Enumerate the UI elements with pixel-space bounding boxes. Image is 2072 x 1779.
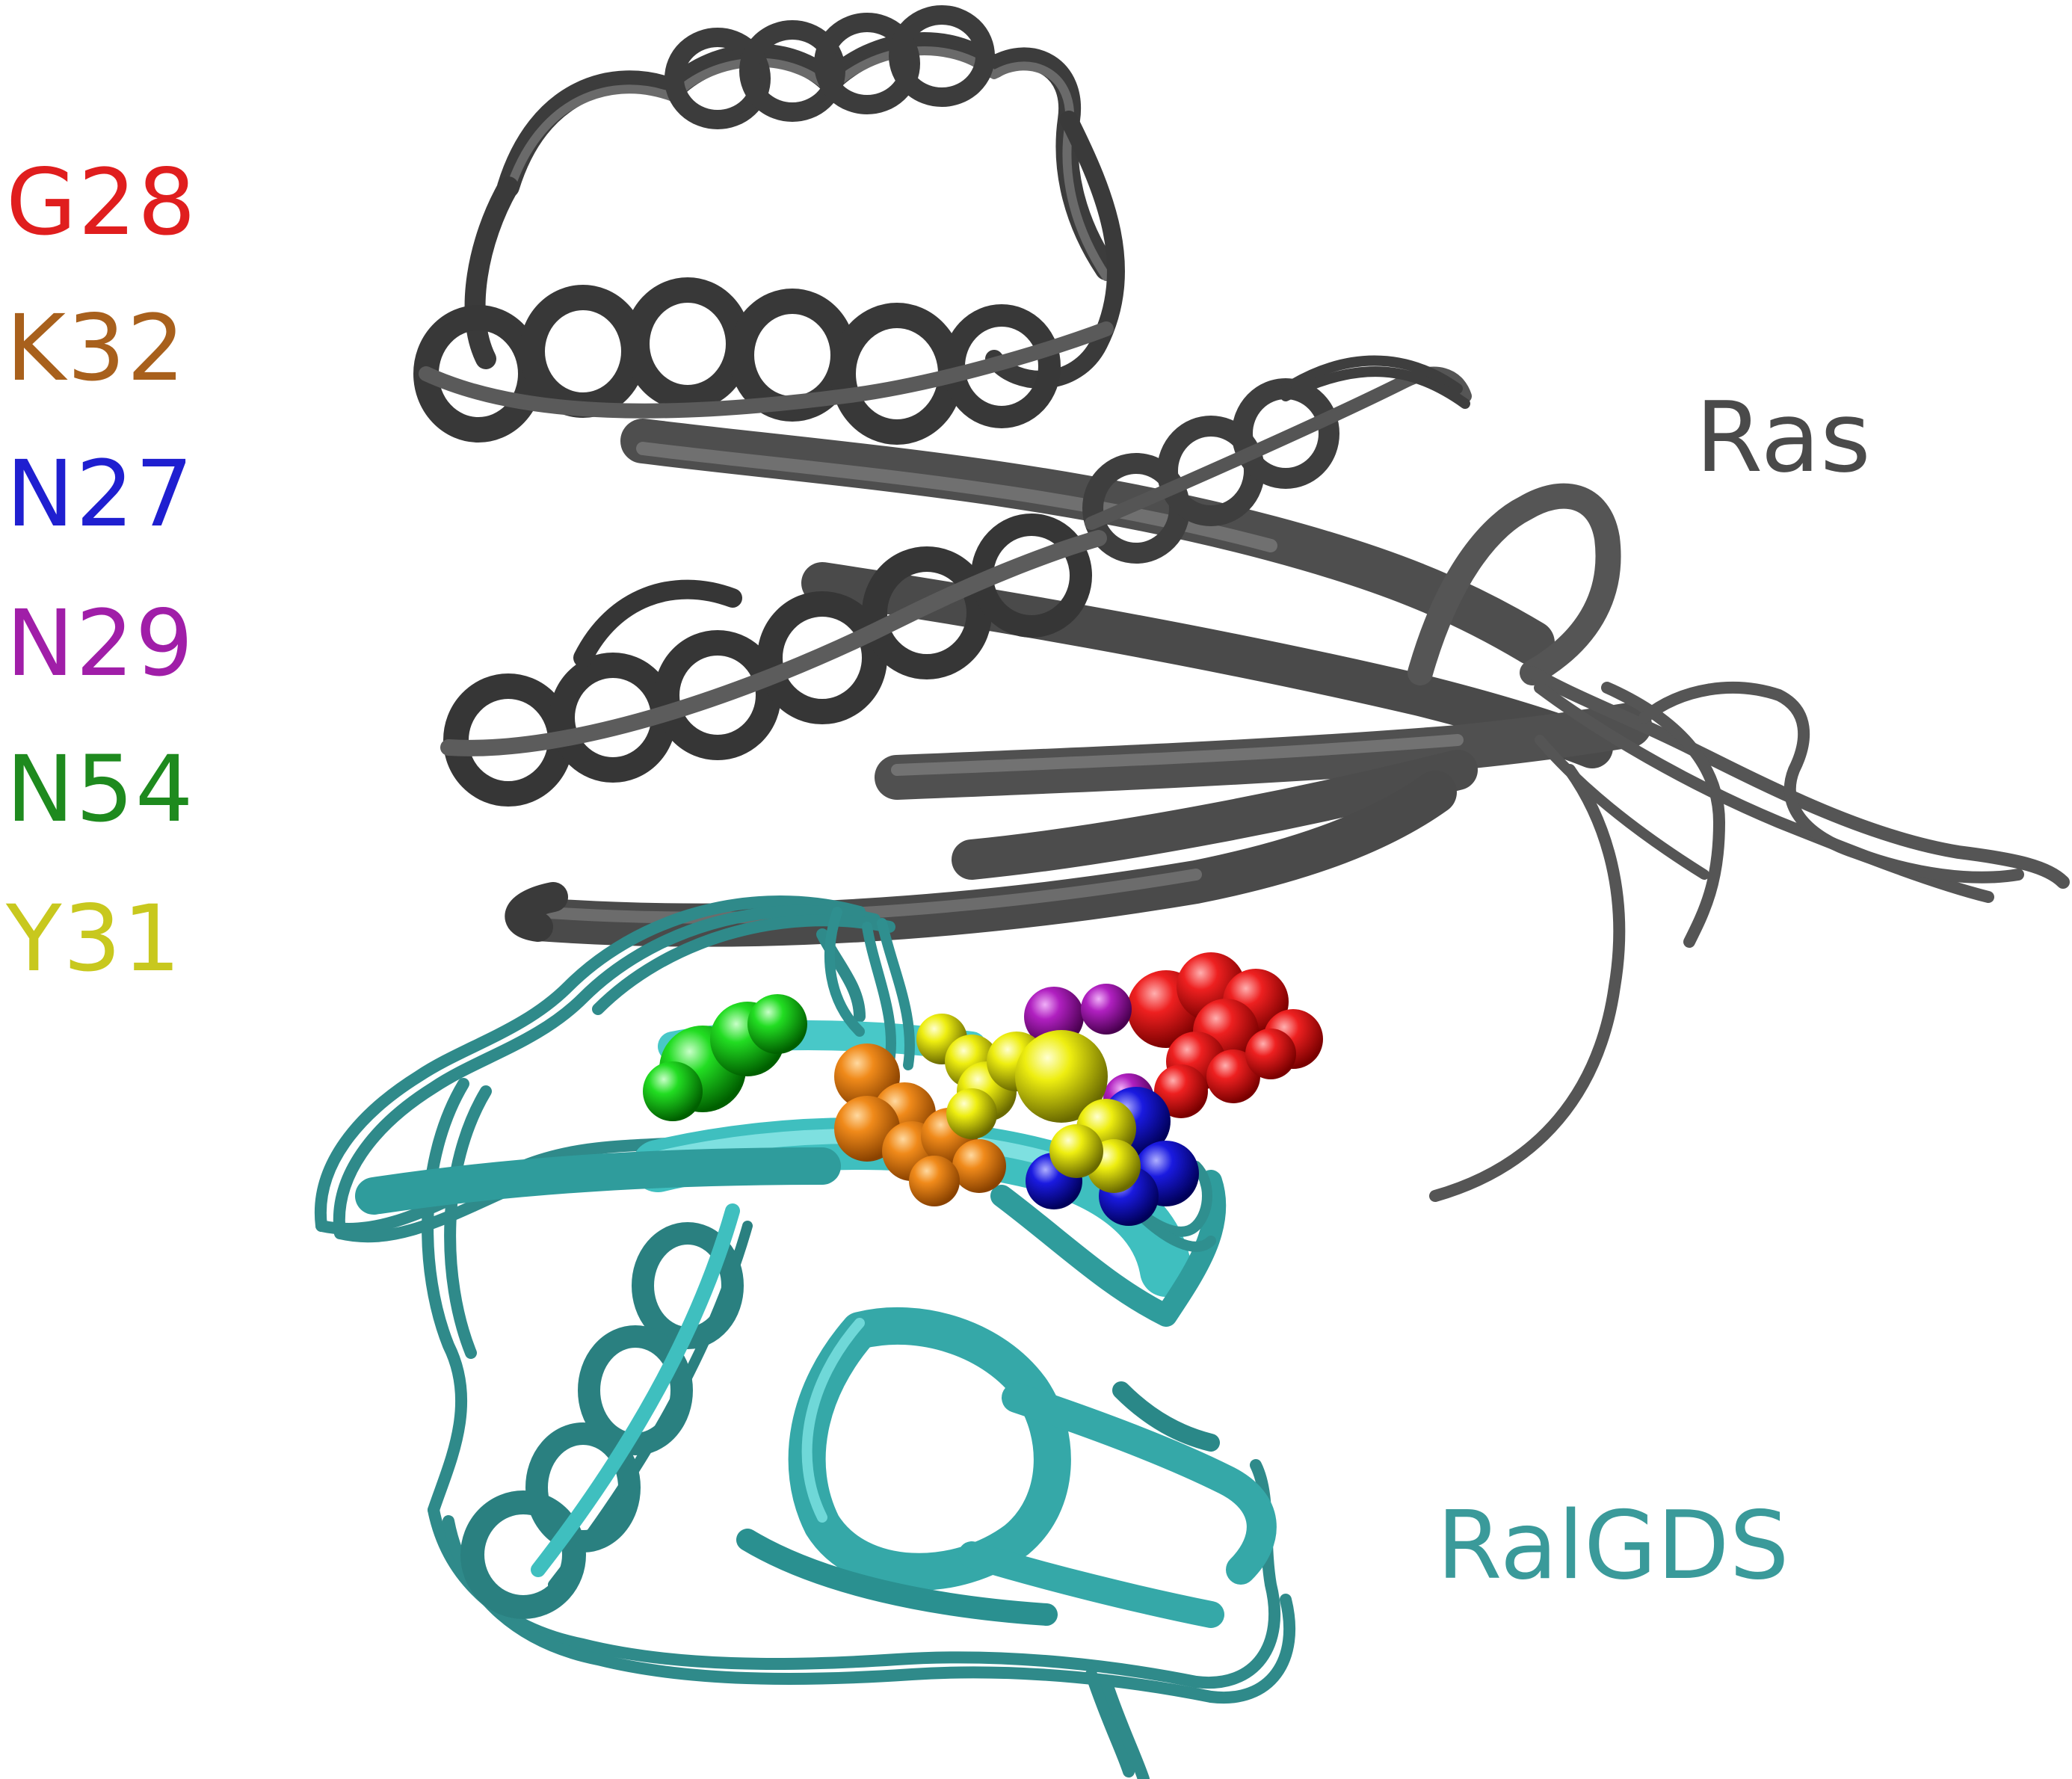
k32-spheres [834,1043,1006,1206]
residue-label-n54: N54 [6,736,195,842]
ras-helix-right [1082,355,1472,564]
ras-beta-sheet [505,419,1652,947]
residue-label-y31: Y31 [6,886,182,992]
ras-helix-lower [440,514,1107,807]
ralgds-label: RalGDS [1437,1490,1789,1600]
ras-hairpin-tail [1407,483,2070,1202]
residue-spheres [643,952,1323,1226]
ralgds-barrel [736,1307,1277,1628]
g28-spheres [1127,952,1323,1118]
y31-spheres [916,1014,1141,1193]
ras-label: Ras [1695,380,1871,494]
n54-spheres [643,994,807,1121]
ras-helix-2 [413,277,1114,445]
residue-label-g28: G28 [6,149,197,256]
residue-label-n29: N29 [6,591,195,697]
residue-label-k32: K32 [6,295,187,401]
residue-label-n27: N27 [6,441,195,547]
ralgds-helix [460,1203,753,1619]
ras-top-helix [497,5,1117,281]
